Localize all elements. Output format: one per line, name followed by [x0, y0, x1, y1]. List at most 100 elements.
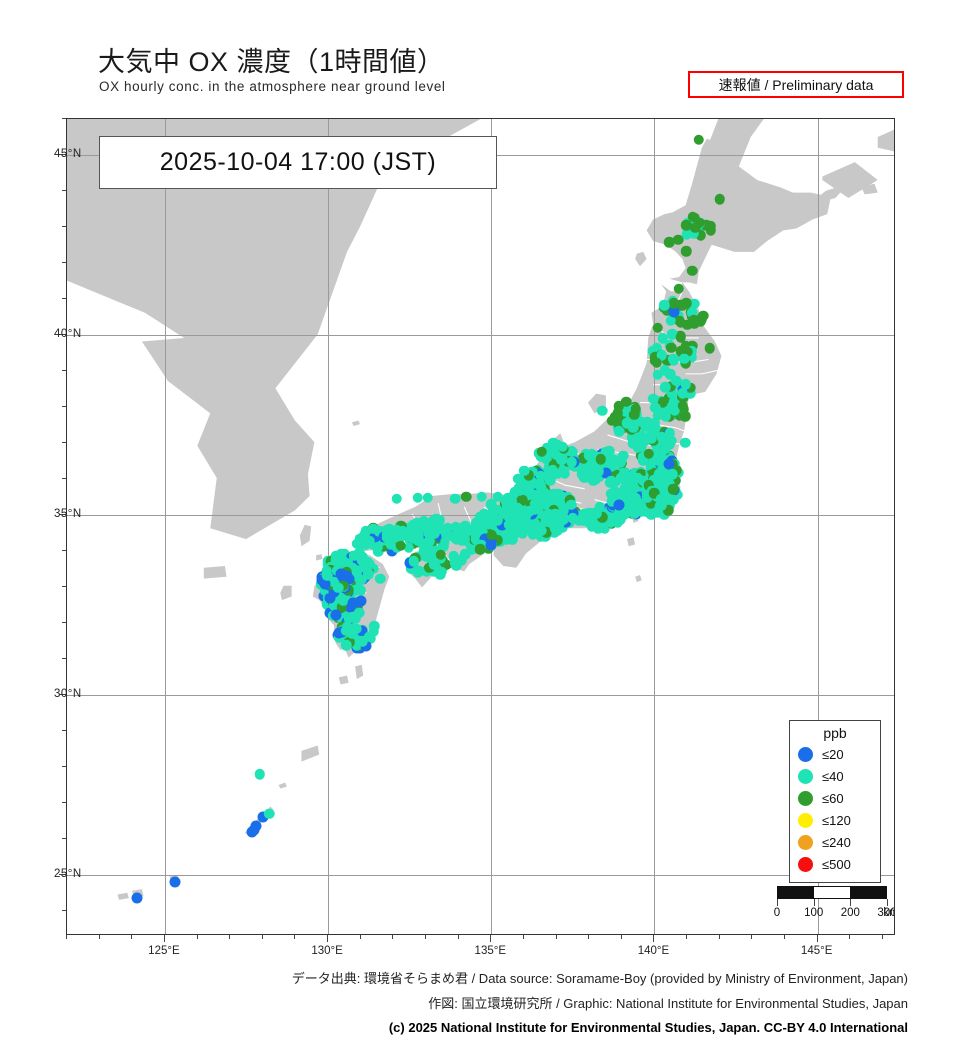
station-point	[332, 582, 344, 593]
station-point	[492, 535, 503, 546]
station-point	[477, 515, 488, 527]
station-point	[646, 433, 657, 444]
station-point	[676, 300, 688, 311]
station-point	[525, 523, 537, 534]
station-point	[673, 234, 684, 246]
legend-panel: ppb ≤20 ≤40 ≤60 ≤120 ≤240 ≤500	[789, 720, 881, 883]
station-point	[422, 492, 433, 504]
station-point	[536, 446, 548, 458]
station-point	[535, 470, 547, 482]
station-point	[412, 492, 424, 504]
x-tick	[229, 935, 231, 939]
station-point	[395, 540, 407, 551]
x-tick	[686, 935, 688, 939]
station-point	[543, 508, 554, 520]
legend-item-label: ≤60	[822, 790, 844, 806]
station-point	[567, 513, 578, 524]
station-point	[681, 346, 693, 358]
x-tick	[653, 935, 655, 942]
map-plot-area[interactable]: 2025-10-04 17:00 (JST) ppb ≤20 ≤40 ≤60 ≤120…	[66, 118, 895, 935]
station-point	[486, 529, 497, 541]
station-point	[621, 485, 632, 496]
station-point	[459, 549, 471, 560]
station-point	[643, 448, 655, 459]
x-tick	[718, 935, 720, 939]
station-point	[637, 455, 649, 467]
station-point	[496, 519, 508, 531]
station-point	[479, 533, 491, 545]
station-point	[627, 484, 638, 496]
y-tick	[62, 657, 66, 659]
legend-item-label: ≤20	[822, 746, 844, 762]
y-tick	[62, 801, 66, 803]
station-point	[316, 574, 328, 586]
station-point	[665, 315, 676, 327]
station-point	[503, 519, 514, 531]
station-point	[566, 456, 577, 468]
station-point	[670, 375, 682, 387]
gridline-lon	[654, 119, 656, 934]
scale-bar-number: 300	[877, 907, 895, 919]
station-point	[675, 317, 687, 328]
station-point	[444, 530, 456, 542]
station-point	[621, 417, 632, 429]
x-tick	[490, 935, 492, 942]
x-tick	[327, 935, 329, 942]
y-tick	[62, 189, 66, 191]
station-point	[627, 422, 639, 433]
station-point	[450, 521, 461, 533]
x-tick	[588, 935, 590, 939]
scale-bar-tick	[813, 899, 815, 906]
scale-bar-unit: km	[883, 907, 894, 919]
station-point	[663, 458, 675, 470]
station-point	[321, 598, 332, 610]
y-tick	[59, 693, 66, 695]
station-points-layer	[67, 119, 894, 934]
legend-item-6: ≤500	[798, 853, 872, 875]
station-point	[613, 425, 624, 436]
station-point	[523, 470, 534, 481]
station-point	[643, 480, 654, 491]
station-point	[596, 512, 608, 523]
station-point	[670, 475, 681, 487]
legend-item-4: ≤120	[798, 809, 872, 831]
x-tick	[522, 935, 524, 939]
x-tick	[751, 935, 753, 939]
station-point	[435, 549, 447, 560]
station-point	[321, 570, 333, 581]
station-point	[541, 453, 553, 465]
station-point	[434, 515, 446, 526]
station-point	[695, 229, 706, 241]
legend-title: ppb	[823, 725, 847, 741]
station-point	[429, 559, 440, 570]
station-point	[455, 555, 467, 566]
landmass-yakushima	[338, 675, 349, 685]
station-point	[668, 306, 680, 318]
station-point	[531, 489, 542, 501]
y-tick	[62, 225, 66, 227]
station-point	[613, 418, 624, 430]
station-point	[615, 472, 627, 484]
station-point	[567, 507, 579, 519]
station-point	[630, 499, 642, 510]
station-point	[606, 475, 617, 487]
station-point	[357, 551, 369, 563]
station-point	[520, 512, 532, 523]
station-point	[335, 548, 347, 560]
station-point	[662, 504, 674, 516]
station-point	[450, 493, 461, 504]
station-point	[547, 464, 558, 476]
station-point	[512, 502, 524, 513]
station-point	[514, 485, 525, 497]
station-point	[679, 410, 691, 422]
station-point	[347, 562, 358, 573]
legend-item-label: ≤120	[822, 812, 851, 828]
station-point	[675, 332, 687, 343]
station-point	[435, 522, 446, 534]
station-point	[448, 551, 459, 562]
landmass-gotou	[280, 585, 292, 601]
landmass-tanegashima	[355, 664, 364, 680]
station-point	[340, 625, 352, 637]
station-point	[347, 627, 358, 639]
gridline-lon	[328, 119, 330, 934]
